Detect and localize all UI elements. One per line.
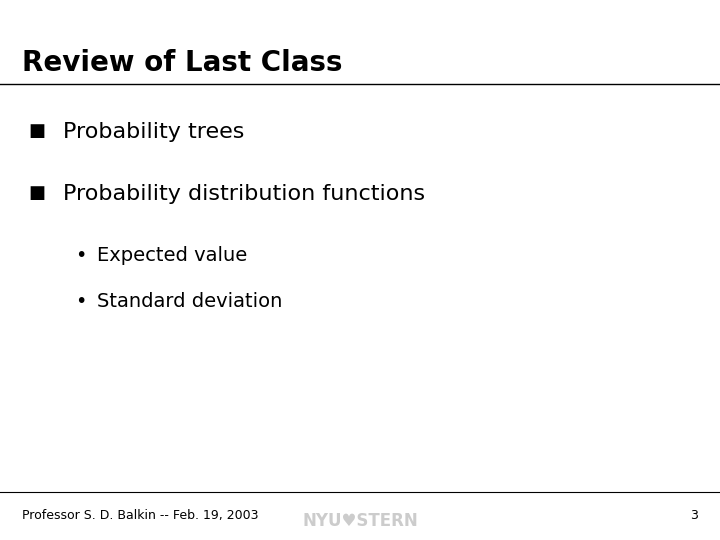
- Text: ■: ■: [29, 184, 46, 201]
- Text: NYU♥STERN: NYU♥STERN: [302, 512, 418, 530]
- Text: Expected value: Expected value: [97, 246, 248, 265]
- Text: Professor S. D. Balkin -- Feb. 19, 2003: Professor S. D. Balkin -- Feb. 19, 2003: [22, 509, 258, 522]
- Text: Probability distribution functions: Probability distribution functions: [63, 184, 426, 204]
- Text: 3: 3: [690, 509, 698, 522]
- Text: ■: ■: [29, 122, 46, 139]
- Text: •: •: [76, 292, 87, 310]
- Text: Standard deviation: Standard deviation: [97, 292, 282, 310]
- Text: Probability trees: Probability trees: [63, 122, 245, 141]
- Text: Review of Last Class: Review of Last Class: [22, 49, 342, 77]
- Text: •: •: [76, 246, 87, 265]
